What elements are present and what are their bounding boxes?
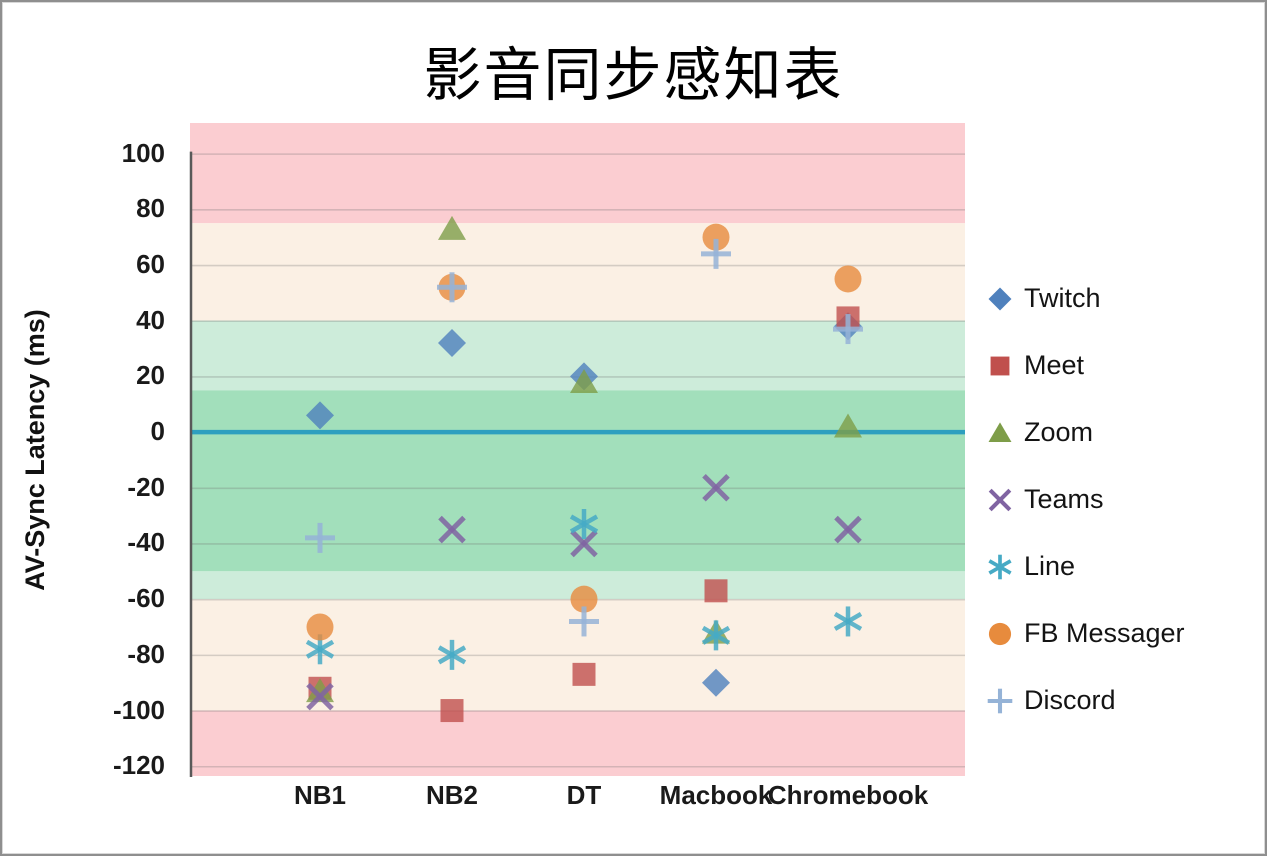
legend-item-discord: Discord [985,685,1185,716]
legend-item-teams: Teams [985,484,1185,515]
x-category-label: NB1 [293,780,346,810]
y-tick-label: -80 [127,638,165,669]
legend-item-zoom: Zoom [985,417,1185,448]
y-tick-label: 0 [150,416,165,447]
data-point-discord [305,522,335,553]
threshold-band [190,123,965,224]
data-point-zoom [570,368,598,393]
x-category-label: Macbook [659,780,773,810]
data-point-line [569,508,599,539]
data-point-twitch [438,328,466,357]
y-tick-label: 60 [136,249,165,280]
legend-item-meet: Meet [985,350,1185,381]
x-category-label: Chromebook [767,780,929,810]
x-icon [988,488,1012,511]
square-icon [990,356,1010,375]
y-tick-label: -60 [127,583,165,614]
data-point-teams [834,515,862,544]
data-point-meet [704,579,728,603]
plus-icon [987,688,1013,713]
legend: Twitch Meet Zoom Teams Line FB Messager Discor… [985,283,1185,716]
legend-label: Zoom [1024,417,1094,447]
legend-item-twitch: Twitch [985,283,1185,314]
chart-title: 影音同步感知表 [423,43,844,108]
y-tick-label: 40 [136,304,165,335]
diamond-icon [988,287,1012,310]
asterisk-icon [988,554,1012,579]
data-point-zoom [834,413,862,438]
y-tick-label: 80 [136,193,165,224]
data-point-meet [440,699,464,723]
legend-label: Discord [1024,685,1116,715]
y-tick-label: 20 [136,360,165,391]
y-tick-label: 100 [121,137,165,168]
data-point-discord [833,314,863,345]
data-point-teams [438,515,466,544]
threshold-band [190,223,965,321]
data-point-fb-messager [834,265,862,293]
data-point-teams [702,474,730,502]
data-point-twitch [702,668,730,697]
legend-label: Teams [1024,484,1104,514]
data-point-meet [572,662,596,686]
y-tick-label: -120 [112,750,165,781]
data-point-fb-messager [702,223,730,251]
y-tick-label: -20 [127,471,165,502]
y-tick-label: -100 [112,694,165,725]
x-category-label: DT [566,780,602,810]
data-point-zoom [306,678,334,703]
data-point-fb-messager [570,585,598,613]
legend-label: Meet [1024,350,1085,380]
data-point-zoom [438,215,466,240]
data-point-line [833,606,863,637]
legend-item-line: Line [985,551,1185,582]
legend-label: FB Messager [1024,618,1185,648]
data-point-line [701,620,731,651]
legend-label: Twitch [1024,283,1101,313]
threshold-band [190,710,965,776]
data-point-twitch [306,401,334,430]
data-point-line [437,639,467,670]
legend-item-fb-messager: FB Messager [985,618,1185,649]
data-point-fb-messager [306,613,334,641]
data-point-discord [437,272,467,303]
triangle-icon [988,421,1012,442]
circle-icon [988,622,1012,645]
y-tick-label: -40 [127,527,165,558]
legend-label: Line [1024,551,1076,581]
data-point-teams [306,682,334,711]
data-point-teams [570,529,598,558]
data-point-discord [569,606,599,637]
data-point-discord [701,238,731,269]
x-category-label: NB2 [425,780,478,810]
